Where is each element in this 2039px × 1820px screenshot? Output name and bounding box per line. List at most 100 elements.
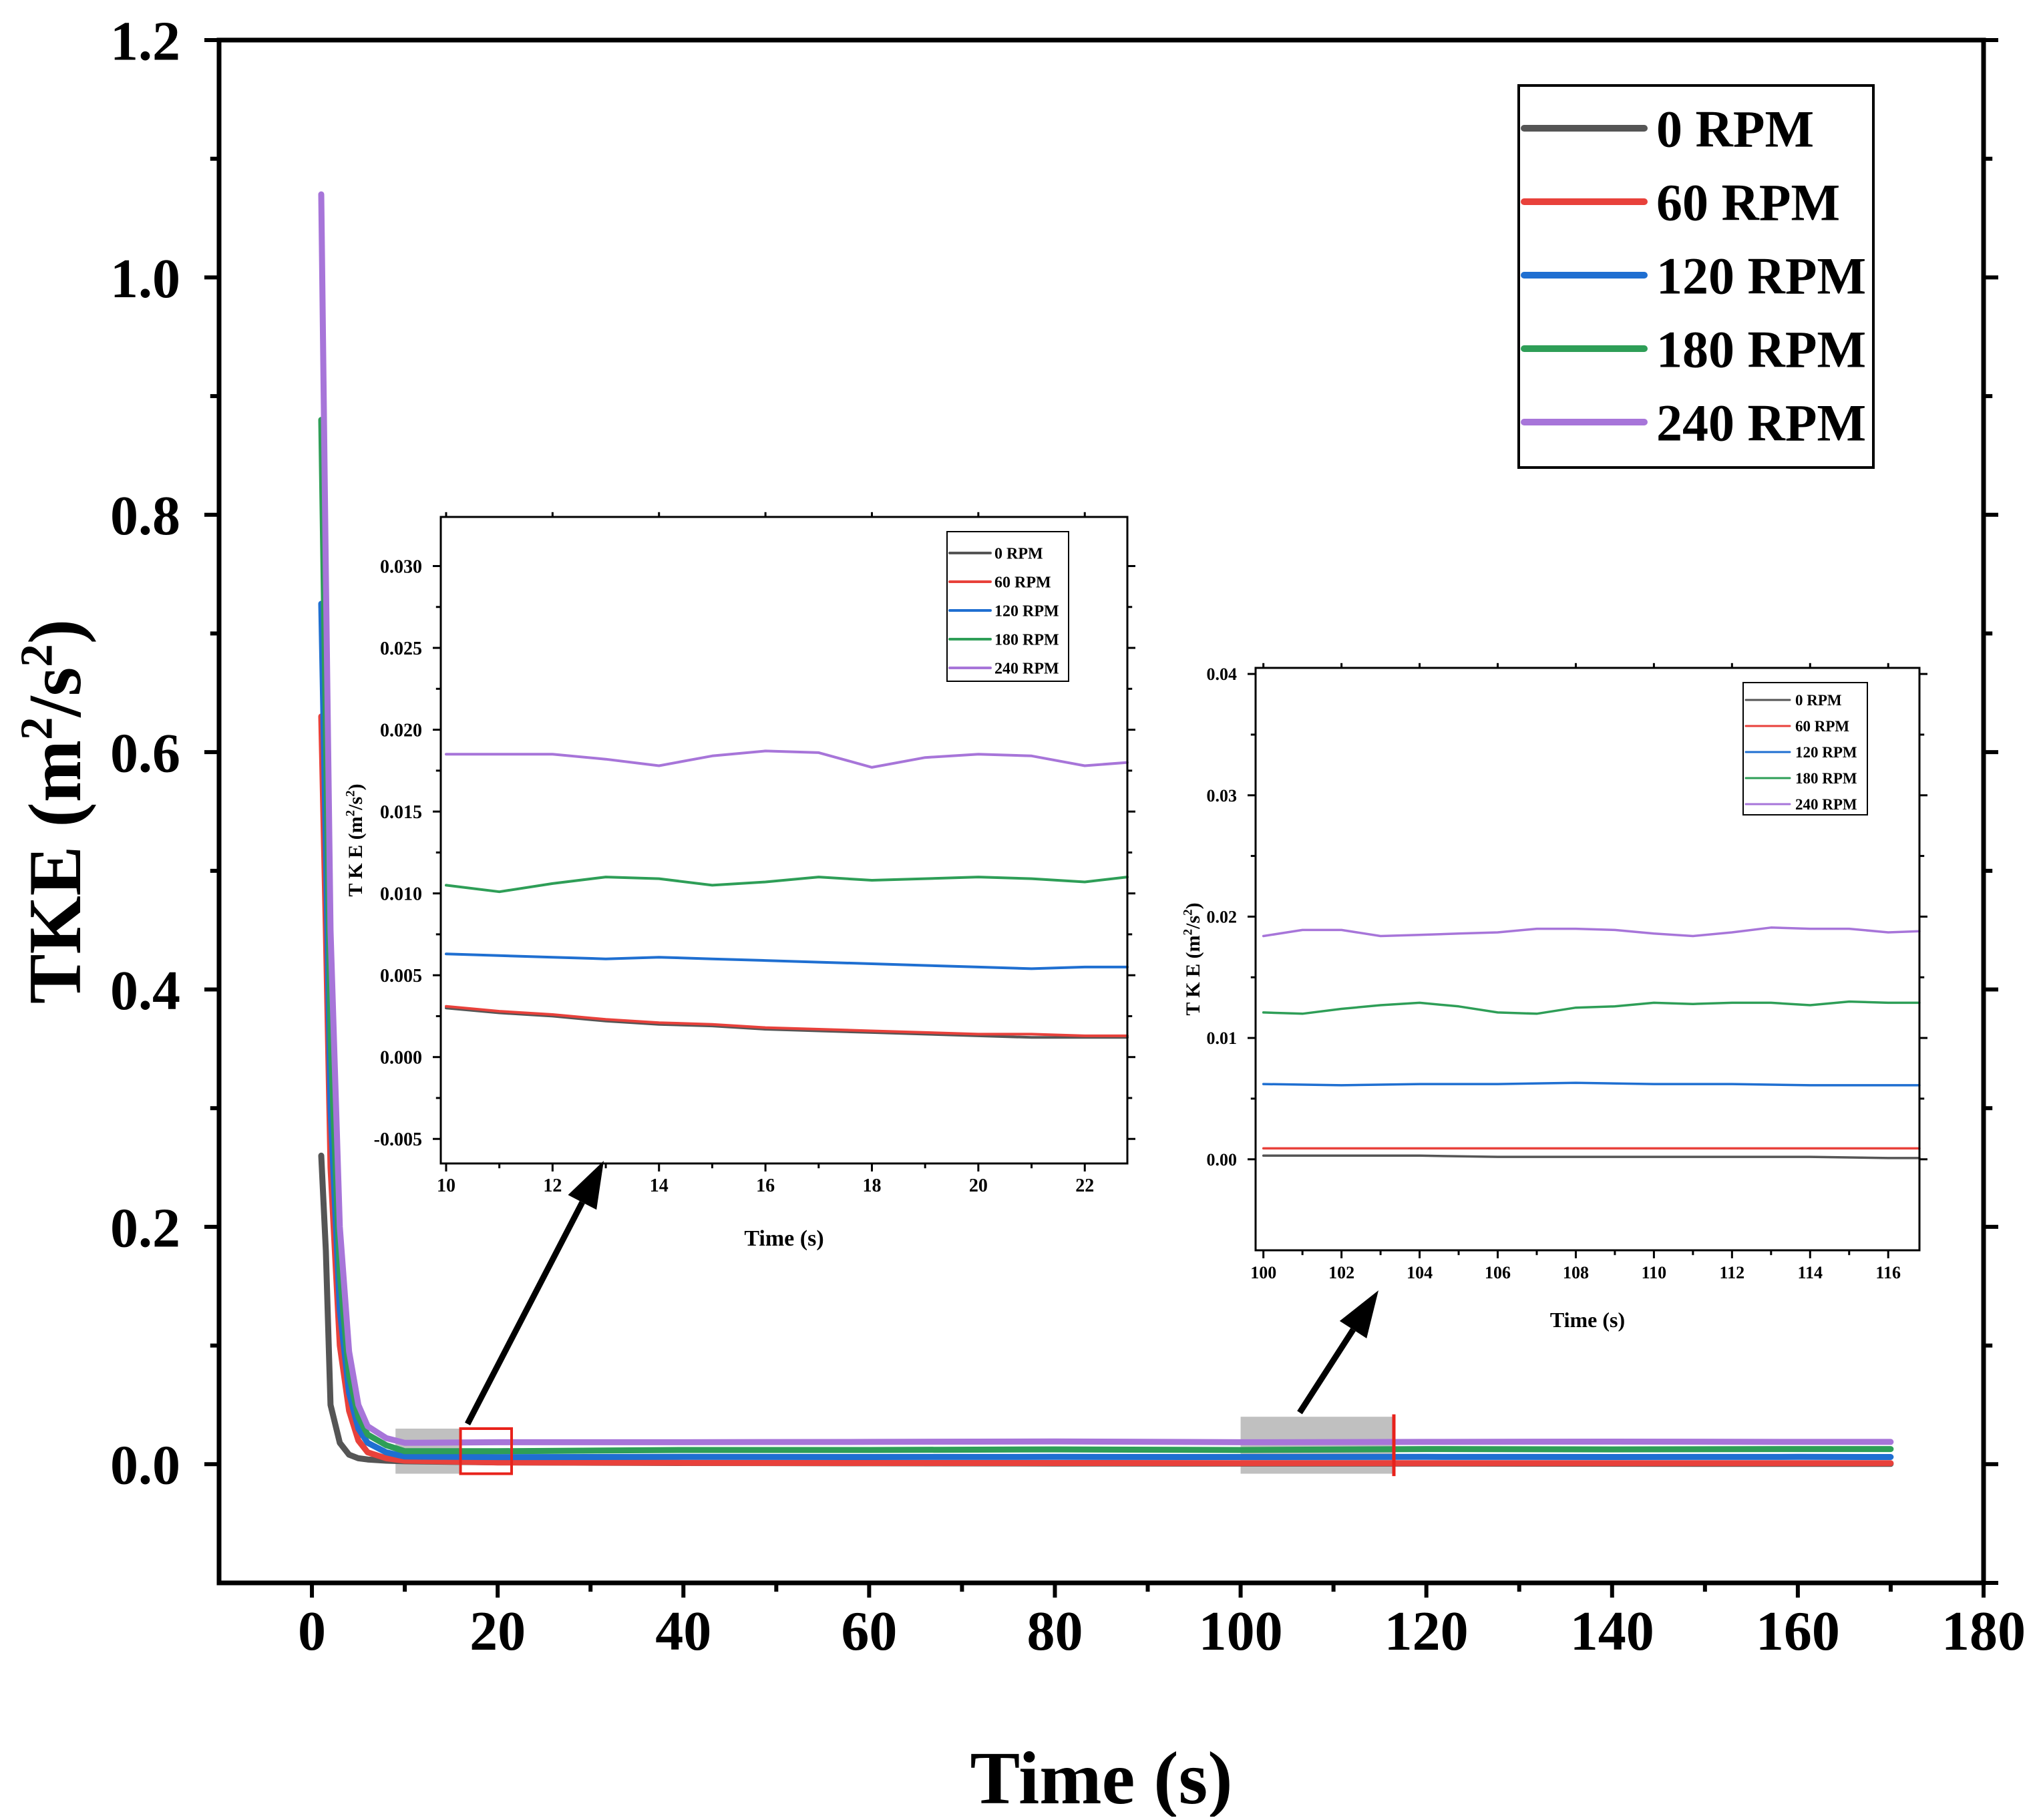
y-tick-label: 0.010: [380, 884, 422, 904]
x-tick-label: 112: [1720, 1263, 1745, 1282]
axis-label-part: 2: [344, 810, 358, 817]
y-tick-label: 0.6: [110, 723, 180, 785]
axis-label-part: (m: [345, 816, 367, 840]
series-line-240-rpm: [445, 749, 1129, 769]
main-frame: [216, 37, 1986, 1586]
x-tick-label: 110: [1642, 1263, 1667, 1282]
y-tick-label: 0.000: [380, 1048, 422, 1069]
series-line-0-rpm: [445, 1007, 1129, 1039]
legend-frame: [946, 531, 1069, 682]
x-tick-label: 180: [1941, 1600, 2026, 1662]
inset1-x-axis-label: Time (s): [744, 1226, 823, 1251]
axis-label-part: ): [345, 783, 367, 790]
axis-label-part: 2: [1181, 929, 1195, 936]
main-legend: 0 RPM 60 RPM 120 RPM 180 RPM 240 RPM: [1517, 84, 1875, 469]
y-tick-label: 0.04: [1207, 665, 1238, 684]
axis-label-part: /s: [345, 797, 367, 811]
x-tick-label: 22: [1075, 1175, 1094, 1196]
x-tick-label: 80: [1027, 1600, 1083, 1662]
x-tick-label: 18: [862, 1175, 881, 1196]
y-tick-label: 0.01: [1207, 1029, 1238, 1048]
x-tick-label: 160: [1756, 1600, 1840, 1662]
legend-label: 180 RPM: [1656, 320, 1866, 378]
x-tick-label: 14: [650, 1175, 669, 1196]
inset1-plot: 10 12 14 16 18 20 22-0.0050.0000.0050.0100.015…: [344, 512, 1135, 1251]
zoom-arrow-2-head: [1339, 1290, 1378, 1338]
axis-label-part: TKE: [14, 828, 97, 1005]
zoom-region-outline: [459, 1427, 514, 1475]
x-tick-label: 0: [298, 1600, 326, 1662]
y-tick-label: 0.8: [110, 485, 180, 547]
inset2-plot: 100 102 104 106 108 110 112 114 116 0.00 0.01 0.02 0…: [1181, 663, 1927, 1332]
series-line-60-rpm: [445, 1005, 1129, 1037]
y-tick-label: 1.0: [110, 248, 180, 310]
x-tick-label: 120: [1384, 1600, 1469, 1662]
x-tick-label: 20: [969, 1175, 988, 1196]
inset2-frame: [1254, 667, 1921, 1252]
x-tick-label: 114: [1797, 1263, 1823, 1282]
axis-label-part: /s: [14, 667, 97, 719]
inset1-y-axis-label: T K E (m2/s2): [344, 783, 367, 896]
x-tick-label: 104: [1407, 1263, 1433, 1282]
axis-label-part: 2: [344, 790, 358, 797]
axis-label-part: ): [1182, 902, 1204, 909]
axis-label-part: 2: [11, 644, 61, 667]
inset2-x-axis-label: Time (s): [1550, 1308, 1625, 1332]
legend-label: 120 RPM: [1795, 744, 1857, 761]
zoom-arrow-1-shaft: [465, 1201, 585, 1426]
x-tick-label: 100: [1250, 1263, 1276, 1282]
y-tick-label: 0.015: [380, 802, 422, 823]
x-tick-label: 100: [1199, 1600, 1283, 1662]
y-tick-label: 0.03: [1207, 786, 1238, 805]
main-y-axis-label: TKE (m2/s2): [11, 619, 97, 1004]
zoom-arrow-2-shaft: [1297, 1328, 1356, 1415]
legend-label: 0 RPM: [994, 545, 1043, 562]
legend-label: 240 RPM: [994, 660, 1059, 677]
x-tick-label: 60: [841, 1600, 897, 1662]
x-tick-label: 102: [1328, 1263, 1354, 1282]
legend-label: 180 RPM: [1795, 770, 1857, 787]
y-tick-label: 0.030: [380, 556, 422, 577]
inset2-legend: 0 RPM 60 RPM 120 RPM 180 RPM 240 RPM: [1742, 682, 1868, 815]
zoom-arrow-1-head: [568, 1161, 604, 1210]
y-tick-label: 0.4: [110, 960, 180, 1022]
y-tick-label: -0.005: [374, 1129, 422, 1150]
series-line-180-rpm: [445, 876, 1129, 894]
legend-label: 120 RPM: [994, 602, 1059, 620]
x-tick-label: 10: [437, 1175, 455, 1196]
axis-label-part: ): [14, 619, 97, 644]
inset1-frame: [439, 516, 1129, 1165]
legend-label: 60 RPM: [1795, 718, 1849, 735]
series-line-120-rpm: [445, 952, 1129, 970]
x-tick-label: 140: [1570, 1600, 1654, 1662]
legend-label: 0 RPM: [1795, 692, 1842, 709]
legend-label: 180 RPM: [994, 631, 1059, 649]
y-tick-label: 0.005: [380, 966, 422, 986]
x-tick-label: 40: [655, 1600, 711, 1662]
series-line-240-rpm: [1262, 926, 1921, 938]
axis-label-part: T K E: [345, 840, 367, 896]
x-tick-label: 12: [543, 1175, 562, 1196]
y-tick-label: 0.02: [1207, 908, 1238, 927]
legend-frame: [1742, 682, 1868, 815]
legend-label: 120 RPM: [1656, 246, 1866, 305]
x-tick-label: 106: [1485, 1263, 1511, 1282]
x-tick-label: 20: [470, 1600, 526, 1662]
x-tick-label: 108: [1563, 1263, 1589, 1282]
axis-label-part: 2: [11, 717, 61, 740]
x-tick-label: 116: [1875, 1263, 1901, 1282]
y-tick-label: 0.00: [1207, 1150, 1238, 1169]
legend-label: 240 RPM: [1795, 796, 1857, 813]
series-line-240-rpm: [318, 191, 1894, 1446]
axis-label-part: (m: [14, 740, 97, 828]
axis-label-part: T K E: [1182, 958, 1204, 1015]
main-x-axis-label: Time (s): [970, 1737, 1233, 1817]
legend-label: 60 RPM: [1656, 173, 1840, 231]
x-tick-label: 16: [756, 1175, 775, 1196]
series-line-180-rpm: [1262, 1000, 1921, 1015]
axis-label-part: 2: [1181, 909, 1195, 916]
legend-label: 240 RPM: [1656, 393, 1866, 451]
legend-label: 0 RPM: [1656, 100, 1814, 158]
